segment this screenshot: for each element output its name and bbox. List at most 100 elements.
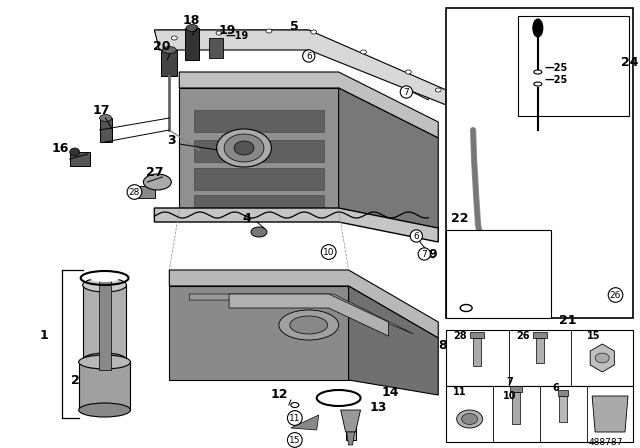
Ellipse shape bbox=[534, 70, 542, 74]
Ellipse shape bbox=[186, 25, 198, 31]
Text: 15: 15 bbox=[587, 331, 600, 341]
Text: 26: 26 bbox=[516, 331, 530, 341]
Text: 10: 10 bbox=[503, 391, 516, 401]
Ellipse shape bbox=[311, 30, 317, 34]
Ellipse shape bbox=[251, 227, 267, 237]
Text: 19: 19 bbox=[218, 23, 236, 36]
Ellipse shape bbox=[405, 70, 412, 74]
Bar bbox=[536, 338, 544, 363]
Text: 8: 8 bbox=[438, 339, 447, 352]
Bar bbox=[100, 118, 111, 142]
Polygon shape bbox=[194, 140, 324, 162]
Polygon shape bbox=[347, 432, 355, 445]
Ellipse shape bbox=[83, 353, 127, 367]
Text: 15: 15 bbox=[289, 435, 301, 444]
Polygon shape bbox=[154, 30, 446, 105]
Text: 4: 4 bbox=[243, 211, 252, 224]
Bar bbox=[446, 386, 634, 442]
Polygon shape bbox=[349, 286, 438, 395]
Bar bbox=[136, 186, 156, 198]
Bar bbox=[446, 8, 634, 318]
Ellipse shape bbox=[79, 403, 131, 417]
Ellipse shape bbox=[460, 305, 472, 311]
Ellipse shape bbox=[360, 50, 367, 54]
Bar bbox=[446, 230, 551, 318]
Bar bbox=[474, 338, 481, 366]
Polygon shape bbox=[194, 195, 324, 217]
Text: 7: 7 bbox=[421, 250, 427, 258]
Text: 20: 20 bbox=[152, 39, 170, 52]
Bar bbox=[161, 50, 177, 76]
Polygon shape bbox=[154, 208, 438, 242]
Polygon shape bbox=[189, 294, 413, 334]
Text: 12: 12 bbox=[270, 388, 287, 401]
Bar bbox=[70, 152, 90, 166]
Polygon shape bbox=[170, 286, 349, 380]
Polygon shape bbox=[291, 415, 319, 430]
Text: 6: 6 bbox=[413, 232, 419, 241]
Text: 27: 27 bbox=[146, 165, 163, 178]
Ellipse shape bbox=[279, 310, 339, 340]
Ellipse shape bbox=[100, 115, 111, 121]
Polygon shape bbox=[340, 410, 360, 432]
Polygon shape bbox=[194, 110, 324, 132]
Bar bbox=[209, 38, 223, 58]
Bar bbox=[470, 332, 484, 338]
Ellipse shape bbox=[163, 47, 176, 53]
Ellipse shape bbox=[79, 355, 131, 369]
Text: 488787: 488787 bbox=[588, 438, 623, 447]
Bar bbox=[511, 386, 522, 392]
Ellipse shape bbox=[266, 29, 272, 33]
Ellipse shape bbox=[435, 88, 441, 92]
Ellipse shape bbox=[595, 353, 609, 363]
Text: 28: 28 bbox=[129, 188, 140, 197]
Ellipse shape bbox=[224, 134, 264, 162]
Bar bbox=[185, 28, 199, 60]
Ellipse shape bbox=[83, 278, 127, 292]
Text: 3: 3 bbox=[167, 134, 175, 146]
Polygon shape bbox=[170, 270, 438, 338]
Text: 14: 14 bbox=[381, 385, 399, 399]
Text: 9: 9 bbox=[428, 247, 436, 260]
Text: 16: 16 bbox=[51, 142, 68, 155]
Text: 7: 7 bbox=[507, 377, 513, 387]
Bar bbox=[533, 332, 547, 338]
Bar bbox=[558, 390, 568, 396]
Bar bbox=[346, 410, 356, 440]
Text: 18: 18 bbox=[182, 13, 200, 26]
Bar bbox=[513, 392, 520, 424]
Ellipse shape bbox=[143, 174, 172, 190]
Ellipse shape bbox=[461, 414, 477, 425]
Bar bbox=[79, 362, 131, 410]
Text: —19: —19 bbox=[225, 31, 248, 41]
Text: 22: 22 bbox=[451, 211, 469, 224]
Text: 6: 6 bbox=[306, 52, 312, 60]
Text: 6: 6 bbox=[552, 383, 559, 393]
Ellipse shape bbox=[70, 148, 80, 156]
Ellipse shape bbox=[234, 141, 254, 155]
Ellipse shape bbox=[216, 31, 222, 35]
Text: —25: —25 bbox=[544, 75, 568, 85]
Ellipse shape bbox=[291, 402, 299, 408]
Polygon shape bbox=[592, 396, 628, 432]
Ellipse shape bbox=[172, 36, 177, 40]
Text: 2: 2 bbox=[71, 374, 80, 387]
Bar bbox=[559, 396, 567, 422]
Ellipse shape bbox=[534, 82, 542, 86]
Bar bbox=[518, 16, 630, 116]
Text: 26: 26 bbox=[610, 290, 621, 300]
Text: 11: 11 bbox=[453, 387, 467, 397]
Bar bbox=[99, 275, 111, 370]
Polygon shape bbox=[339, 88, 438, 230]
Bar bbox=[83, 285, 127, 360]
Text: 7: 7 bbox=[403, 87, 409, 96]
Polygon shape bbox=[590, 344, 614, 372]
Polygon shape bbox=[229, 294, 388, 336]
Text: 21: 21 bbox=[559, 314, 577, 327]
Text: 10: 10 bbox=[323, 247, 335, 257]
Polygon shape bbox=[194, 168, 324, 190]
Text: —25: —25 bbox=[544, 63, 568, 73]
Text: 13: 13 bbox=[370, 401, 387, 414]
Polygon shape bbox=[179, 88, 339, 210]
Polygon shape bbox=[179, 72, 438, 138]
